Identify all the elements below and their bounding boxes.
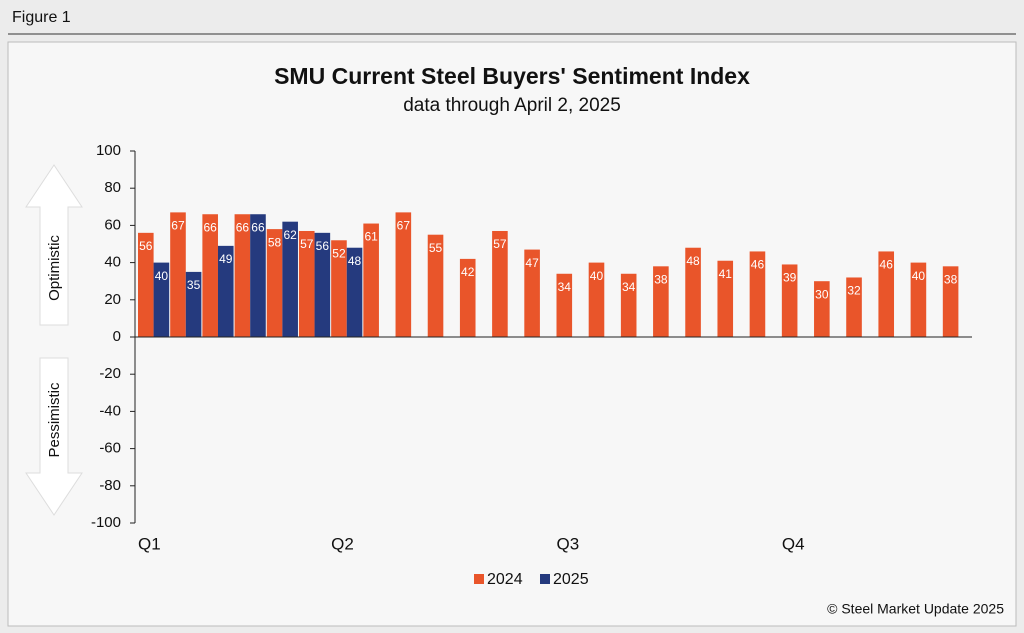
data-label: 52 (332, 246, 346, 260)
data-label: 66 (204, 220, 218, 234)
y-tick-label: -20 (99, 365, 121, 382)
pessimistic-arrow (25, 357, 83, 516)
chart-subtitle: data through April 2, 2025 (403, 95, 621, 116)
chart-title: SMU Current Steel Buyers' Sentiment Inde… (274, 63, 750, 89)
x-tick-label: Q3 (557, 534, 580, 553)
y-tick-label: -100 (91, 514, 121, 531)
bar (814, 281, 830, 337)
data-label: 67 (397, 219, 411, 233)
bar (653, 266, 669, 337)
bar (331, 240, 347, 337)
bar (346, 247, 363, 337)
bar (395, 212, 412, 337)
data-label: 62 (283, 228, 297, 242)
bar (942, 266, 959, 337)
data-label: 46 (751, 258, 765, 272)
bar (427, 234, 444, 337)
bar (282, 221, 298, 337)
bar (234, 214, 251, 337)
y-tick-label: 0 (113, 328, 121, 345)
data-label: 35 (187, 278, 201, 292)
y-tick-label: 100 (96, 142, 121, 159)
data-label: 67 (171, 219, 185, 233)
data-label: 48 (348, 254, 362, 268)
data-label: 66 (236, 220, 250, 234)
footer: © Steel Market Update 2025 (827, 601, 1004, 617)
bar (138, 232, 154, 337)
data-label: 34 (558, 280, 572, 294)
bar (846, 277, 862, 337)
data-label: 47 (525, 256, 539, 270)
y-tick-label: 60 (104, 216, 121, 233)
data-label: 40 (155, 269, 169, 283)
data-label: 57 (493, 237, 507, 251)
x-tick-label: Q4 (782, 534, 805, 553)
y-tick-label: 20 (104, 291, 121, 308)
bar (588, 262, 605, 337)
data-label: 32 (847, 284, 861, 298)
data-label: 56 (139, 239, 153, 253)
data-label: 49 (219, 252, 233, 266)
legend-swatch (474, 574, 484, 584)
bar (878, 251, 895, 337)
data-label: 66 (251, 220, 265, 234)
data-label: 41 (719, 267, 733, 281)
pessimistic-label: Pessimistic (46, 382, 63, 458)
bar (910, 262, 927, 337)
bar (202, 214, 218, 337)
y-tick-label: -80 (99, 477, 121, 494)
data-label: 40 (590, 269, 604, 283)
data-label: 55 (429, 241, 443, 255)
data-label: 46 (880, 258, 894, 272)
bar (459, 258, 476, 337)
bar (524, 249, 540, 337)
data-label: 39 (783, 271, 797, 285)
data-label: 56 (316, 239, 330, 253)
data-label: 38 (944, 272, 958, 286)
bar (170, 212, 186, 337)
optimistic-label: Optimistic (46, 235, 63, 301)
bar (217, 245, 234, 337)
y-tick-label: 40 (104, 254, 121, 271)
data-label: 48 (686, 254, 700, 268)
legend-label: 2024 (487, 571, 523, 588)
optimistic-arrow (25, 164, 83, 326)
data-label: 57 (300, 237, 314, 251)
bar (556, 273, 573, 337)
bar (492, 230, 508, 337)
data-label: 34 (622, 280, 636, 294)
data-label: 30 (815, 287, 829, 301)
bar (620, 273, 637, 337)
bar (781, 264, 798, 337)
bar (185, 271, 202, 337)
y-tick-label: 80 (104, 179, 121, 196)
bar (266, 229, 283, 337)
bar (717, 260, 734, 337)
bar (749, 251, 766, 337)
legend-swatch (540, 574, 550, 584)
x-tick-label: Q2 (331, 534, 354, 553)
bar (363, 223, 379, 337)
figure-label: Figure 1 (12, 9, 71, 26)
data-label: 42 (461, 265, 475, 279)
x-tick-label: Q1 (138, 534, 161, 553)
bar (685, 247, 701, 337)
bar (298, 230, 315, 337)
y-tick-label: -60 (99, 440, 121, 457)
data-label: 61 (364, 230, 378, 244)
data-label: 40 (912, 269, 926, 283)
y-tick-label: -40 (99, 402, 121, 419)
bar (153, 262, 170, 337)
legend-label: 2025 (553, 571, 589, 588)
bar (250, 214, 266, 337)
data-label: 58 (268, 235, 282, 249)
data-label: 38 (654, 272, 668, 286)
bar (314, 232, 331, 337)
